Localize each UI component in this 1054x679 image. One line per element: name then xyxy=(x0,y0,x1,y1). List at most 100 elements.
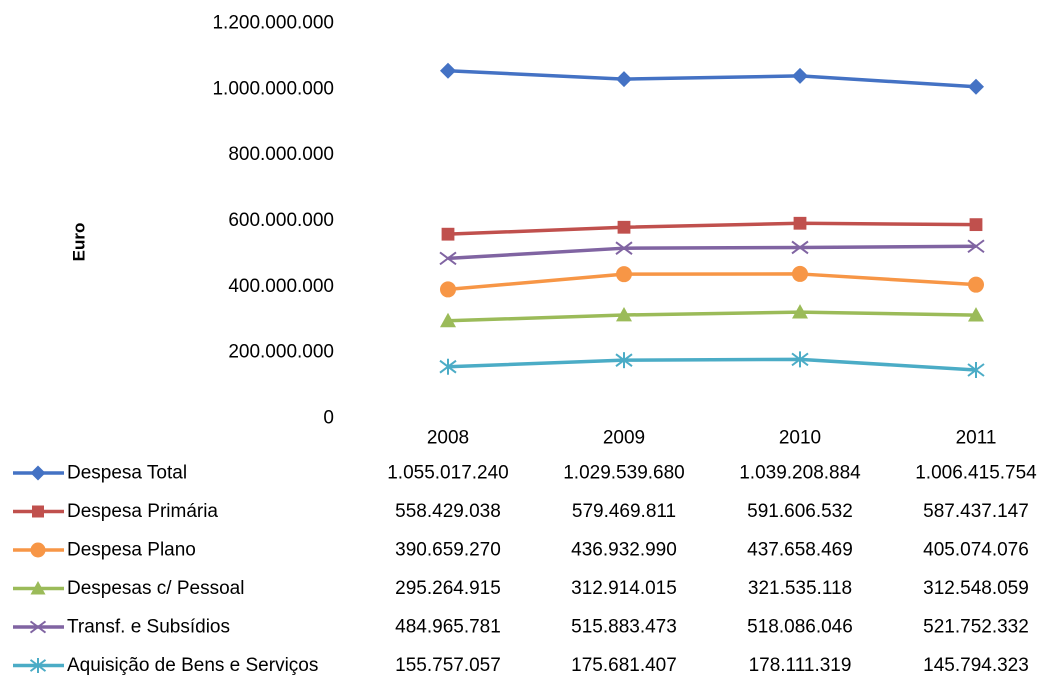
x-tick-label: 2008 xyxy=(427,428,469,449)
y-tick-labels: 0 200.000.000 400.000.000 600.000.000 800.00… xyxy=(212,13,334,429)
plot-area xyxy=(439,62,985,379)
x-tick-label: 2009 xyxy=(603,428,645,449)
data-point xyxy=(791,240,809,255)
table-cell: 390.659.270 xyxy=(395,540,501,561)
y-tick-label: 200.000.000 xyxy=(228,342,334,363)
table-cell: 558.429.038 xyxy=(395,501,501,522)
data-point xyxy=(439,251,457,266)
data-point xyxy=(32,505,44,518)
table-row: Despesas c/ Pessoal 295.264.915 312.914.01… xyxy=(13,578,1029,599)
x-tick-labels: 2008 2009 2010 2011 xyxy=(427,428,997,449)
data-point xyxy=(30,542,46,558)
legend-key xyxy=(13,658,64,673)
table-cell: 175.681.407 xyxy=(571,655,677,676)
data-point xyxy=(968,307,984,322)
series-path xyxy=(447,357,977,372)
series-line xyxy=(440,304,984,328)
series-line xyxy=(439,239,985,266)
table-row: Aquisição de Bens e Serviços 155.757.057 1… xyxy=(13,655,1029,676)
y-tick-label: 1.000.000.000 xyxy=(212,78,334,99)
data-table: Despesa Total 1.055.017.240 1.029.539.680 1… xyxy=(13,463,1037,676)
legend-key xyxy=(13,620,64,634)
legend-label: Despesa Total xyxy=(67,463,187,484)
data-point xyxy=(792,304,808,319)
table-cell: 321.535.118 xyxy=(748,578,852,599)
data-point xyxy=(793,216,807,230)
legend-label: Aquisição de Bens e Serviços xyxy=(67,655,318,676)
data-point xyxy=(969,218,983,232)
table-row: Despesa Total 1.055.017.240 1.029.539.680 1… xyxy=(13,463,1037,484)
table-cell: 312.548.059 xyxy=(923,578,1029,599)
series-line xyxy=(441,216,983,241)
data-point xyxy=(440,312,456,328)
series-line xyxy=(440,62,984,95)
table-cell: 436.932.990 xyxy=(571,540,677,561)
legend-label: Despesa Primária xyxy=(67,501,218,522)
table-cell: 591.606.532 xyxy=(747,501,853,522)
series-line xyxy=(439,351,985,379)
table-cell: 515.883.473 xyxy=(571,617,677,638)
x-tick-label: 2010 xyxy=(779,428,821,449)
data-point xyxy=(616,266,632,283)
data-point xyxy=(29,620,47,634)
y-tick-label: 600.000.000 xyxy=(228,210,334,231)
data-point xyxy=(968,276,984,293)
table-cell: 437.658.469 xyxy=(747,540,853,561)
table-row: Despesa Primária 558.429.038 579.469.811 59… xyxy=(13,501,1029,522)
y-tick-label: 400.000.000 xyxy=(228,276,334,297)
table-cell: 518.086.046 xyxy=(747,617,853,638)
table-cell: 484.965.781 xyxy=(395,617,501,638)
table-cell: 1.055.017.240 xyxy=(387,463,509,484)
data-point xyxy=(968,78,984,95)
table-cell: 145.794.323 xyxy=(923,655,1029,676)
legend-label: Despesas c/ Pessoal xyxy=(67,578,244,599)
data-point xyxy=(30,465,46,481)
table-cell: 587.437.147 xyxy=(923,501,1029,522)
legend-key xyxy=(13,465,64,481)
data-point xyxy=(439,358,457,375)
series-path xyxy=(447,221,977,236)
data-point xyxy=(30,581,46,595)
series-path xyxy=(447,244,977,261)
series-path xyxy=(447,310,977,323)
data-point xyxy=(615,352,633,369)
data-point xyxy=(29,658,47,673)
data-point xyxy=(791,351,809,368)
y-tick-label: 0 xyxy=(323,408,334,429)
data-point xyxy=(616,71,632,88)
legend-key xyxy=(13,542,64,558)
table-cell: 405.074.076 xyxy=(923,540,1029,561)
legend-label: Despesa Plano xyxy=(67,540,196,561)
y-tick-label: 800.000.000 xyxy=(228,144,334,165)
series-line xyxy=(440,265,984,298)
data-point xyxy=(441,227,455,241)
table-cell: 295.264.915 xyxy=(395,578,501,599)
data-point xyxy=(967,362,985,379)
table-cell: 312.914.015 xyxy=(571,578,677,599)
table-cell: 1.029.539.680 xyxy=(563,463,685,484)
x-tick-label: 2011 xyxy=(956,428,997,449)
table-cell: 579.469.811 xyxy=(572,501,676,522)
y-tick-label: 1.200.000.000 xyxy=(212,13,334,34)
table-cell: 1.006.415.754 xyxy=(915,463,1037,484)
data-point xyxy=(615,241,633,255)
legend-key xyxy=(13,505,64,518)
data-point xyxy=(440,281,456,298)
series-path xyxy=(447,272,977,292)
table-row: Transf. e Subsídios 484.965.781 515.883.47… xyxy=(13,617,1029,638)
table-row: Despesa Plano 390.659.270 436.932.990 437.6… xyxy=(13,540,1029,561)
table-cell: 155.757.057 xyxy=(395,655,501,676)
table-cell: 521.752.332 xyxy=(923,617,1029,638)
data-point xyxy=(967,239,985,254)
legend-label: Transf. e Subsídios xyxy=(67,617,230,638)
data-point xyxy=(792,265,808,282)
y-axis-label: Euro xyxy=(70,223,89,262)
table-cell: 1.039.208.884 xyxy=(739,463,861,484)
data-point xyxy=(616,306,632,322)
data-point xyxy=(792,67,808,84)
series-path xyxy=(447,68,977,89)
legend-key xyxy=(13,581,64,595)
data-point xyxy=(617,220,631,234)
data-point xyxy=(440,62,456,79)
